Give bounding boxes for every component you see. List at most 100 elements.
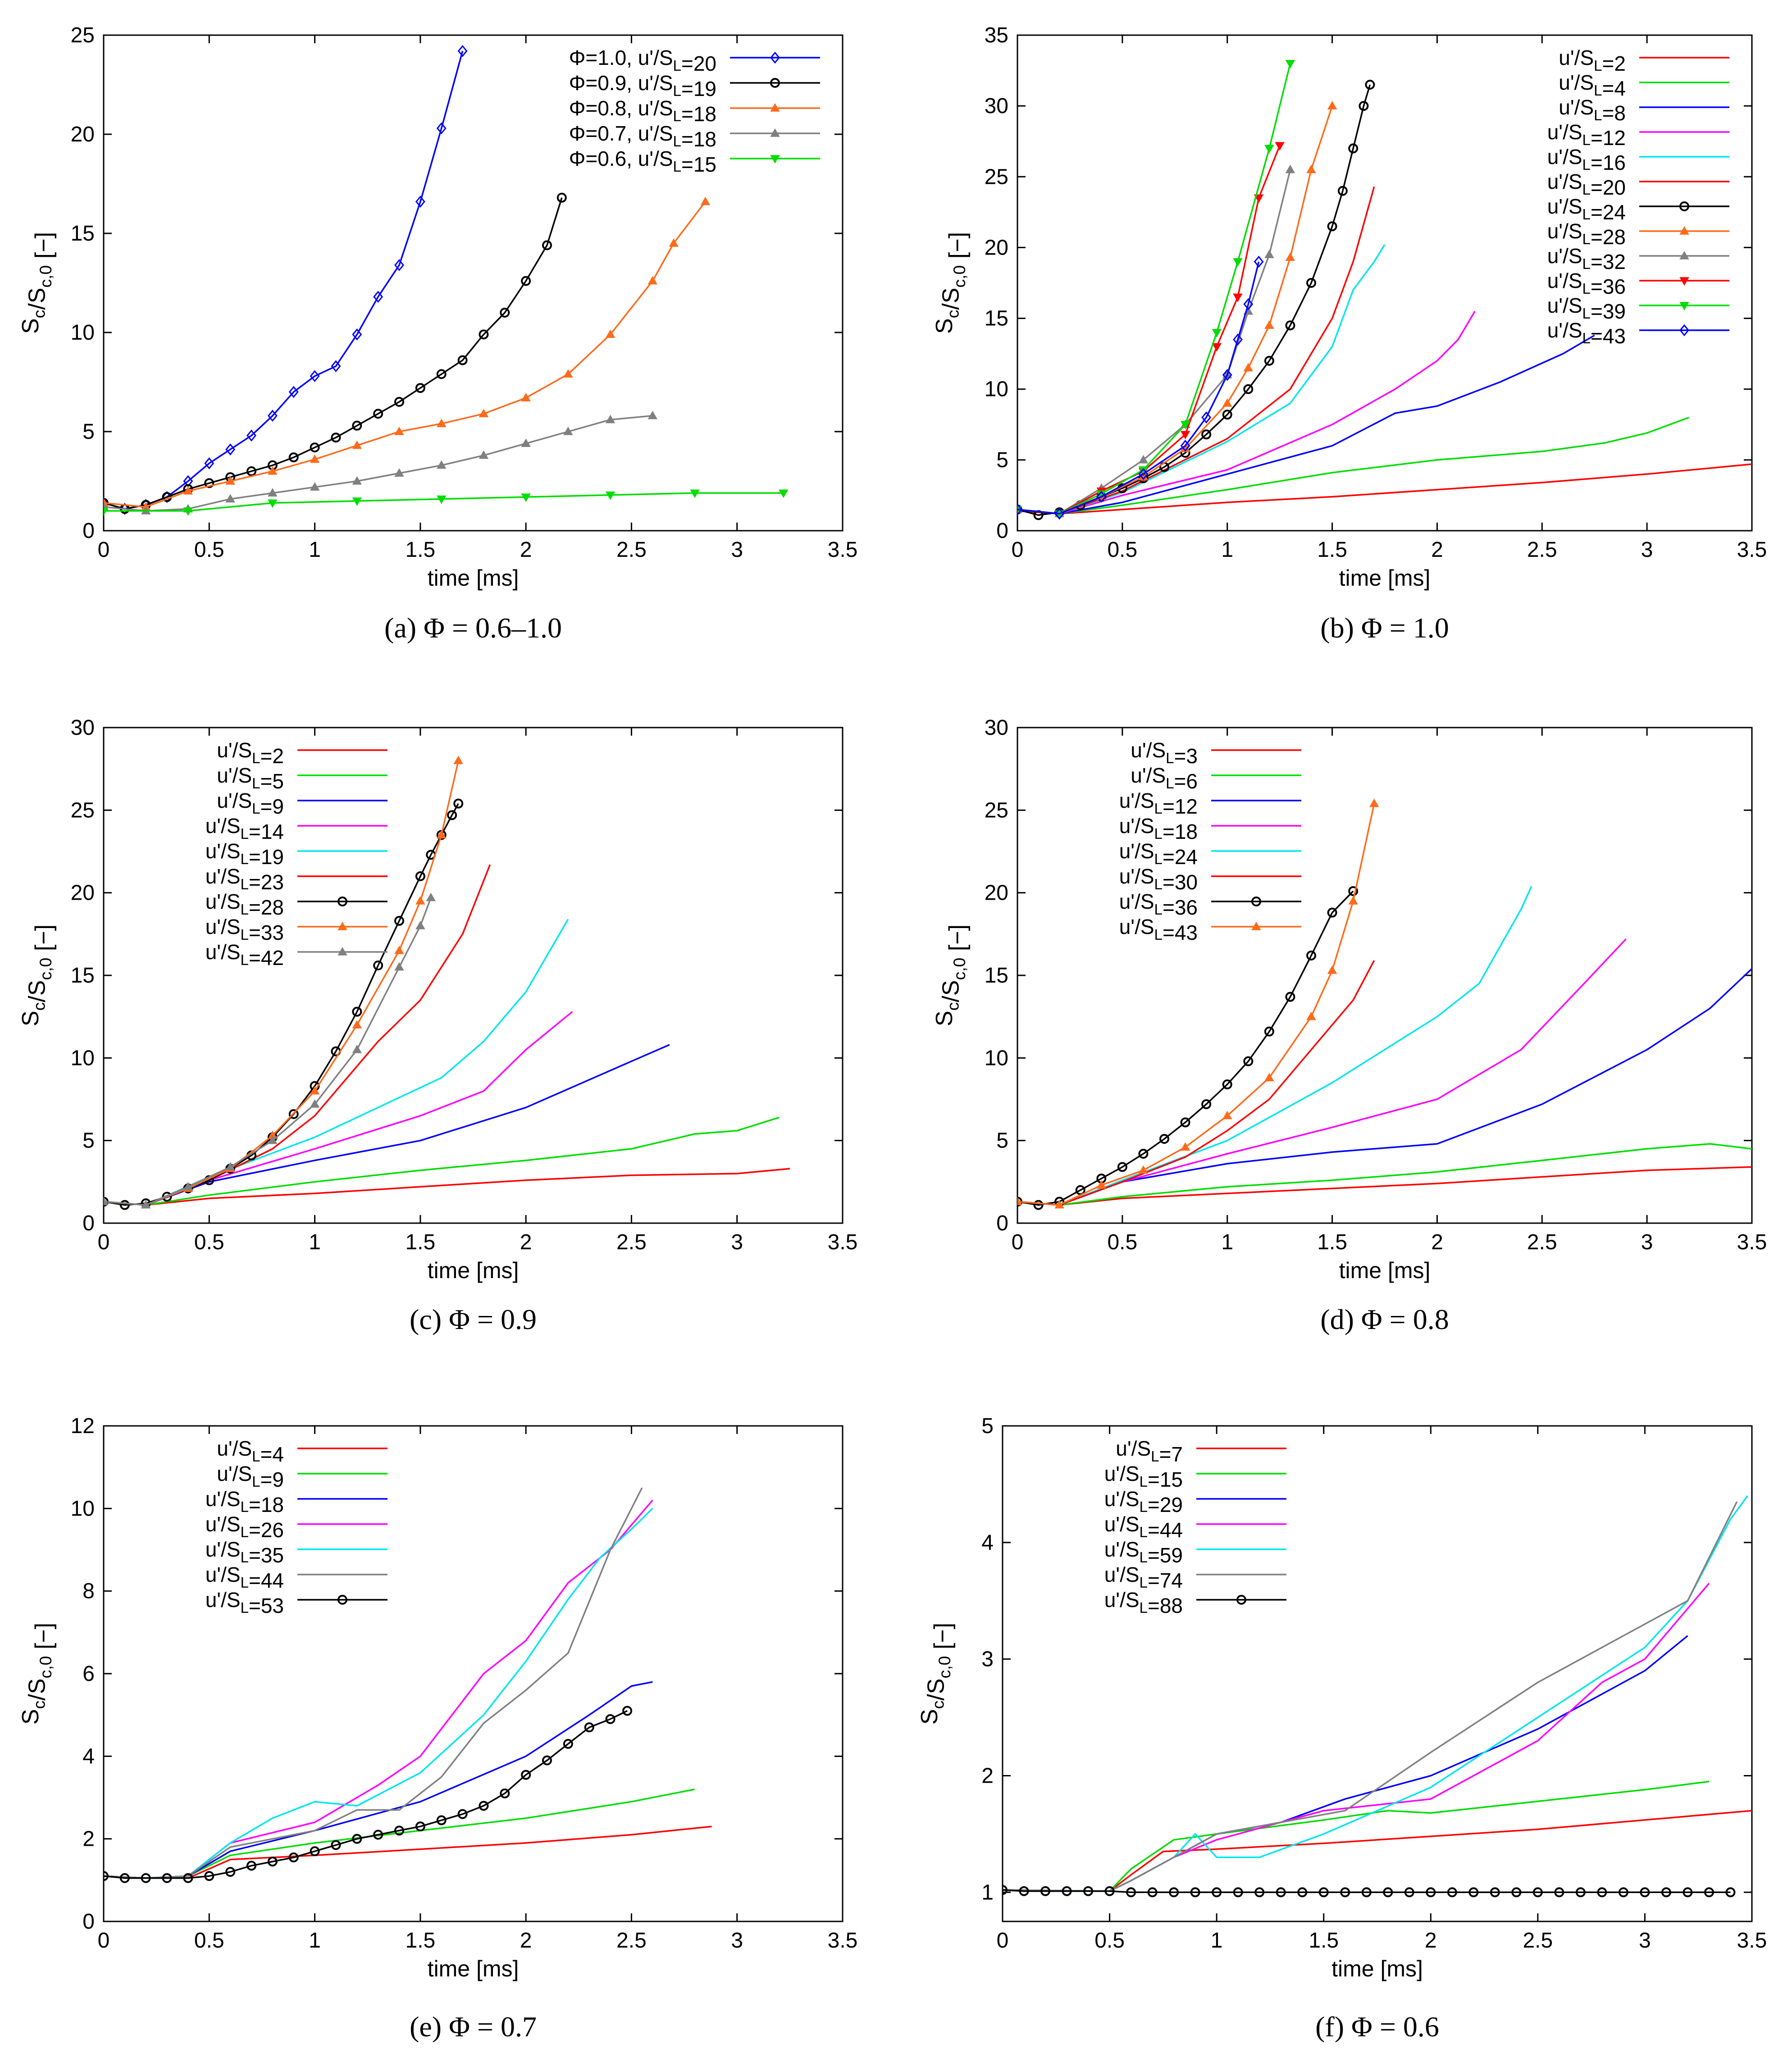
data-point [394,397,404,407]
data-point [268,499,278,508]
legend-label: u'/SL=7 [1116,1437,1183,1466]
data-point [352,328,362,341]
series-line-5 [1017,960,1375,1206]
data-point [267,1857,278,1867]
data-point [204,457,214,469]
series-line-5 [104,1487,643,1879]
legend-label: u'/SL=3 [1131,738,1198,768]
data-point [1138,468,1149,480]
x-tick-label: 1 [309,538,321,562]
data-point [415,920,425,929]
legend-label: u'/SL=16 [1547,145,1626,174]
data-point [310,454,320,463]
plot-frame [103,34,844,532]
x-axis-label: time [ms] [1339,1258,1431,1283]
y-tick-label: 5 [981,1414,994,1438]
data-point [310,1099,320,1108]
data-point [1075,1185,1085,1195]
series-line-1 [104,1116,780,1206]
legend-marker [1679,250,1689,259]
panel-caption: (d) Φ = 0.8 [1320,1303,1449,1335]
x-tick-label: 3.5 [1737,1929,1767,1953]
x-tick-label: 2.5 [1523,1929,1553,1953]
x-tick-label: 1 [1221,538,1233,562]
y-axis-label-group: Sc/Sc,0 [−] [917,1623,956,1725]
data-point [352,420,362,431]
data-point [1285,252,1295,261]
data-point [246,466,256,476]
data-point [1275,142,1285,151]
legend-label: u'/SL=23 [205,865,284,894]
data-point [563,426,573,435]
series-line-1 [104,197,563,510]
data-point [288,452,299,463]
data-point [288,1109,299,1119]
y-tick-label: 15 [71,964,95,988]
y-tick-label: 30 [985,94,1008,118]
data-point [563,369,573,378]
x-tick-label: 3 [731,538,743,562]
plot-area [104,45,789,516]
y-tick-label: 10 [71,1046,95,1070]
data-point [225,476,235,485]
data-point [1147,1887,1158,1898]
data-point [1104,1886,1115,1896]
x-tick-label: 0.5 [1107,538,1137,562]
series-line-0 [104,1168,790,1206]
data-point [204,478,214,488]
y-tick-label: 10 [985,1046,1008,1070]
x-tick-label: 3.5 [828,1929,858,1953]
plot-area [1017,798,1752,1210]
plot-frame [1002,1425,1753,1922]
data-point [141,1873,151,1883]
data-point [310,482,320,491]
x-tick-label: 3 [731,1230,743,1254]
data-point [1243,363,1254,372]
x-tick-label: 1.5 [405,538,435,562]
x-tick-label: 2.5 [1527,1230,1557,1254]
data-point [457,1809,468,1819]
data-point [426,892,436,901]
x-tick-label: 3.5 [1737,538,1767,562]
legend-label: u'/SL=18 [205,1487,284,1516]
series-line-4 [104,1508,653,1879]
y-tick-label: 0 [82,1910,95,1934]
data-point [1276,1887,1286,1898]
data-point [415,896,425,905]
x-tick-label: 0 [1012,538,1024,562]
legend: u'/SL=2u'/SL=4u'/SL=8u'/SL=12u'/SL=16u'/… [1547,46,1729,348]
y-axis-label: Sc/Sc,0 [−] [917,1623,956,1725]
data-point [373,1830,383,1840]
x-tick-label: 3.5 [1737,1230,1767,1254]
y-tick-label: 10 [71,1497,95,1520]
series-line-1 [1017,1143,1752,1206]
series-line-1 [104,1788,695,1879]
legend-label: u'/SL=30 [1119,865,1198,894]
data-point [331,432,341,443]
data-point [500,1788,510,1798]
data-point [1264,1073,1274,1082]
data-point [1306,164,1316,173]
legend-label: u'/SL=24 [1547,195,1626,224]
x-tick-label: 0.5 [194,1929,224,1953]
data-point [1640,1887,1650,1898]
data-point [1264,250,1274,258]
data-point [647,410,658,419]
data-point [1201,429,1212,440]
legend-marker [1236,1595,1246,1605]
y-tick-label: 12 [71,1414,95,1438]
data-point [1327,907,1337,918]
data-point [1138,466,1149,475]
y-tick-label: 30 [985,716,1008,740]
data-point [288,386,299,398]
legend-label: u'/SL=15 [1104,1462,1183,1491]
data-point [310,1086,320,1095]
y-tick-label: 30 [71,716,95,740]
y-tick-label: 3 [981,1648,994,1671]
data-point [352,497,362,506]
y-axis-label-group: Sc/Sc,0 [−] [18,924,57,1026]
x-tick-label: 1 [1211,1929,1223,1953]
y-tick-label: 25 [71,798,95,822]
data-point [310,370,320,382]
data-point [1618,1887,1628,1898]
